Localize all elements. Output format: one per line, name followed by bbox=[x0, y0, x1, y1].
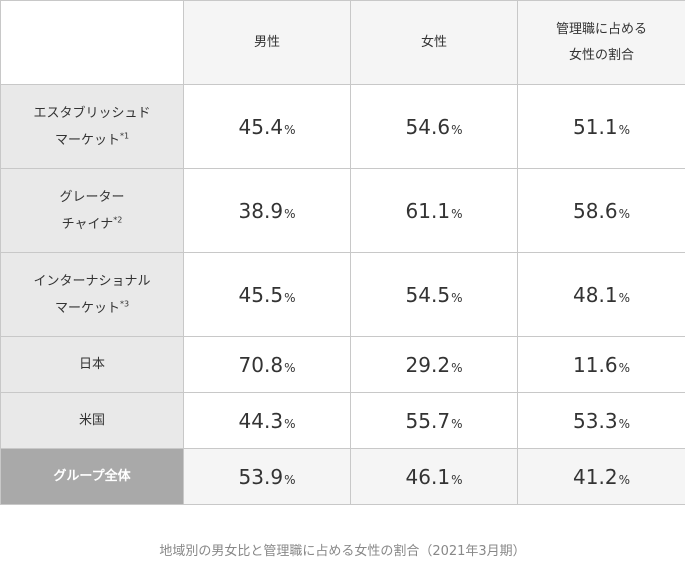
value: 41.2 bbox=[573, 464, 618, 489]
row-header-usa: 米国 bbox=[0, 392, 184, 449]
row-label-line2: マーケット bbox=[54, 132, 120, 148]
value: 53.3 bbox=[573, 408, 618, 433]
header-row: 男性 女性 管理職に占める 女性の割合 bbox=[0, 0, 685, 85]
cell-female: 61.1% bbox=[350, 168, 518, 253]
row-header-established-market: エスタブリッシュド マーケット*1 bbox=[0, 84, 184, 169]
value: 61.1 bbox=[405, 198, 451, 223]
row-label-line1: グループ全体 bbox=[53, 469, 131, 484]
row-header-greater-china: グレーター チャイナ*2 bbox=[0, 168, 184, 253]
row-greater-china: グレーター チャイナ*2 38.9% 61.1% 58.6% bbox=[0, 168, 685, 253]
row-label-line2: マーケット bbox=[54, 300, 120, 316]
cell-male: 70.8% bbox=[183, 336, 351, 393]
footnote-marker: *1 bbox=[119, 131, 130, 141]
row-label-line1: グレーター bbox=[59, 189, 125, 205]
unit: % bbox=[284, 360, 296, 375]
footnote-marker: *3 bbox=[119, 299, 130, 309]
unit: % bbox=[451, 360, 463, 375]
row-usa: 米国 44.3% 55.7% 53.3% bbox=[0, 392, 685, 449]
unit: % bbox=[451, 290, 463, 305]
unit: % bbox=[284, 122, 296, 137]
cell-male: 45.4% bbox=[183, 84, 351, 169]
value: 55.7 bbox=[405, 408, 451, 433]
unit: % bbox=[618, 122, 630, 137]
cell-female: 55.7% bbox=[350, 392, 518, 449]
corner-cell bbox=[0, 0, 184, 85]
value: 11.6 bbox=[573, 352, 618, 377]
column-header-male: 男性 bbox=[183, 0, 351, 85]
value: 29.2 bbox=[405, 352, 451, 377]
row-label-line1: 米国 bbox=[78, 413, 105, 428]
gender-ratio-table: 男性 女性 管理職に占める 女性の割合 エスタブリッシュド マーケット*1 45… bbox=[0, 0, 685, 505]
column-header-female-manager-ratio: 管理職に占める 女性の割合 bbox=[517, 0, 685, 85]
value: 51.1 bbox=[573, 114, 618, 139]
unit: % bbox=[451, 206, 463, 221]
cell-ratio: 48.1% bbox=[517, 252, 685, 337]
unit: % bbox=[618, 416, 630, 431]
row-label-line1: 日本 bbox=[78, 357, 105, 372]
cell-ratio: 41.2% bbox=[517, 448, 685, 505]
cell-ratio: 53.3% bbox=[517, 392, 685, 449]
unit: % bbox=[618, 290, 630, 305]
unit: % bbox=[284, 416, 296, 431]
row-group-total: グループ全体 53.9% 46.1% 41.2% bbox=[0, 448, 685, 505]
column-header-female: 女性 bbox=[350, 0, 518, 85]
cell-male: 38.9% bbox=[183, 168, 351, 253]
value: 45.5 bbox=[238, 282, 284, 307]
unit: % bbox=[284, 290, 296, 305]
unit: % bbox=[451, 472, 463, 487]
cell-male: 45.5% bbox=[183, 252, 351, 337]
unit: % bbox=[618, 472, 630, 487]
unit: % bbox=[618, 206, 630, 221]
row-japan: 日本 70.8% 29.2% 11.6% bbox=[0, 336, 685, 393]
row-established-market: エスタブリッシュド マーケット*1 45.4% 54.6% 51.1% bbox=[0, 84, 685, 169]
row-header-international-market: インターナショナル マーケット*3 bbox=[0, 252, 184, 337]
footnote-marker: *2 bbox=[113, 215, 123, 225]
row-header-group-total: グループ全体 bbox=[0, 448, 184, 505]
value: 54.5 bbox=[405, 282, 451, 307]
unit: % bbox=[451, 122, 463, 137]
row-label-line1: エスタブリッシュド bbox=[33, 105, 151, 121]
value: 45.4 bbox=[238, 114, 284, 139]
table-caption: 地域別の男女比と管理職に占める女性の割合（2021年3月期） bbox=[159, 544, 526, 559]
unit: % bbox=[284, 472, 296, 487]
cell-female: 54.5% bbox=[350, 252, 518, 337]
row-international-market: インターナショナル マーケット*3 45.5% 54.5% 48.1% bbox=[0, 252, 685, 337]
unit: % bbox=[618, 360, 630, 375]
unit: % bbox=[451, 416, 463, 431]
cell-ratio: 58.6% bbox=[517, 168, 685, 253]
unit: % bbox=[284, 206, 296, 221]
value: 48.1 bbox=[573, 282, 618, 307]
cell-female: 29.2% bbox=[350, 336, 518, 393]
value: 46.1 bbox=[405, 464, 451, 489]
value: 38.9 bbox=[238, 198, 284, 223]
cell-male: 44.3% bbox=[183, 392, 351, 449]
row-label-line2: チャイナ bbox=[61, 216, 114, 232]
cell-ratio: 51.1% bbox=[517, 84, 685, 169]
cell-female: 46.1% bbox=[350, 448, 518, 505]
row-header-japan: 日本 bbox=[0, 336, 184, 393]
value: 58.6 bbox=[573, 198, 618, 223]
cell-ratio: 11.6% bbox=[517, 336, 685, 393]
value: 44.3 bbox=[238, 408, 284, 433]
cell-male: 53.9% bbox=[183, 448, 351, 505]
row-label-line1: インターナショナル bbox=[33, 273, 151, 289]
column-header-ratio-line2: 女性の割合 bbox=[568, 47, 634, 63]
value: 53.9 bbox=[238, 464, 284, 489]
value: 70.8 bbox=[238, 352, 284, 377]
value: 54.6 bbox=[405, 114, 451, 139]
column-header-ratio-line1: 管理職に占める bbox=[555, 21, 647, 37]
cell-female: 54.6% bbox=[350, 84, 518, 169]
